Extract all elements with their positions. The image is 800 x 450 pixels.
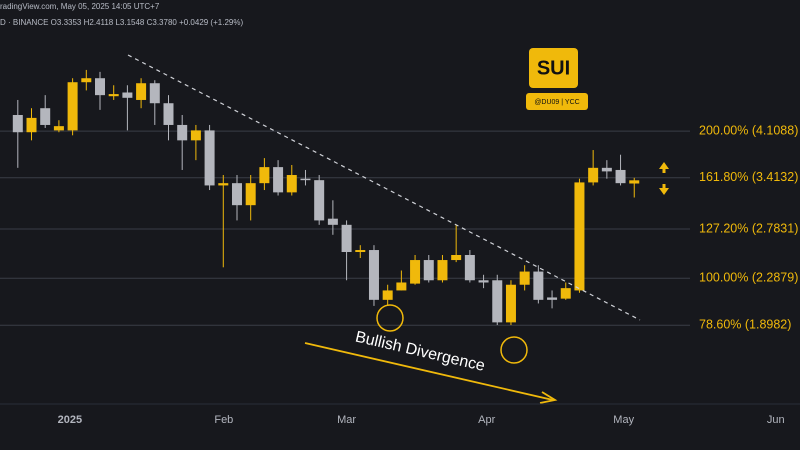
candle-body	[314, 180, 325, 221]
x-tick-label: Jun	[767, 414, 785, 426]
logo-title: SUI	[537, 57, 570, 79]
candle-body	[122, 92, 133, 98]
x-tick-label: Mar	[337, 414, 356, 426]
candle-body	[533, 271, 544, 300]
candle-body	[204, 130, 215, 186]
arrow-head	[539, 391, 558, 404]
level-label: 161.80% (3.4132)	[699, 170, 798, 184]
candle-body	[177, 124, 188, 141]
candle-body	[190, 130, 201, 141]
candle-body	[149, 83, 160, 104]
candle-body	[273, 167, 284, 193]
level-label: 127.20% (2.7831)	[699, 221, 798, 235]
candle-body	[601, 167, 612, 172]
candle-body	[81, 78, 92, 83]
divergence-circle	[376, 304, 404, 332]
candle-body	[423, 260, 434, 281]
candle-body	[451, 254, 462, 261]
candle-body	[136, 83, 147, 100]
candle-body	[163, 103, 174, 125]
down-arrow	[659, 188, 669, 195]
level-label: 200.00% (4.1088)	[699, 123, 798, 137]
x-tick-label: May	[613, 414, 634, 426]
candle-body	[382, 290, 393, 300]
candle-body	[505, 284, 516, 323]
candle-body	[259, 167, 270, 184]
candle-body	[218, 183, 229, 186]
candle-body	[368, 250, 379, 300]
level-label: 100.00% (2.2879)	[699, 271, 798, 285]
credit-badge	[526, 93, 588, 110]
candle-body	[492, 280, 503, 323]
x-tick-label: Apr	[478, 414, 495, 426]
annotation: Bullish Divergence	[354, 329, 487, 375]
up-arrow	[662, 169, 666, 173]
candle-body	[560, 288, 571, 299]
candle-body	[588, 167, 599, 183]
candle-body	[108, 94, 119, 97]
candle-body	[437, 260, 448, 281]
logo-badge	[529, 48, 578, 88]
header-line: radingView.com, May 05, 2025 14:05 UTC+7	[0, 2, 160, 11]
candle-body	[478, 280, 489, 283]
up-arrow	[659, 162, 669, 169]
divergence-circle	[500, 336, 528, 364]
trend-line	[127, 54, 641, 321]
credit: @DU09 | YCC	[534, 99, 579, 106]
candle-body	[355, 250, 366, 253]
candle-body	[410, 260, 421, 284]
candle-body	[574, 182, 585, 291]
candles	[12, 69, 640, 326]
candle-body	[231, 183, 242, 206]
candle-body	[615, 169, 626, 184]
down-arrow	[662, 184, 666, 188]
candle-body	[519, 271, 530, 285]
header-line: D · BINANCE O3.3353 H2.4118 L3.1548 C3.3…	[0, 18, 243, 27]
candle-body	[26, 117, 37, 133]
x-tick-label: Feb	[214, 414, 233, 426]
candle-body	[53, 126, 64, 131]
candle-body	[464, 254, 475, 281]
candle-body	[300, 178, 311, 181]
candle-body	[95, 78, 105, 96]
divergence-arrow	[304, 342, 554, 401]
candle-body	[629, 180, 640, 184]
candle-body	[341, 224, 352, 253]
candle-body	[67, 82, 78, 131]
candle-body	[245, 183, 256, 206]
level-label: 78.60% (1.8982)	[699, 318, 791, 332]
candle-body	[547, 297, 558, 300]
candle-body	[40, 108, 51, 125]
candle-body	[12, 115, 23, 133]
candle-body	[286, 175, 297, 193]
candle-body	[327, 218, 338, 225]
candle-body	[396, 282, 407, 291]
x-axis-labels: 2025 Feb Mar Apr May Jun	[58, 414, 785, 426]
level-lines: 200.00% (4.1088) 161.80% (3.4132) 127.20% …	[0, 123, 798, 332]
x-tick-label: 2025	[58, 414, 82, 426]
